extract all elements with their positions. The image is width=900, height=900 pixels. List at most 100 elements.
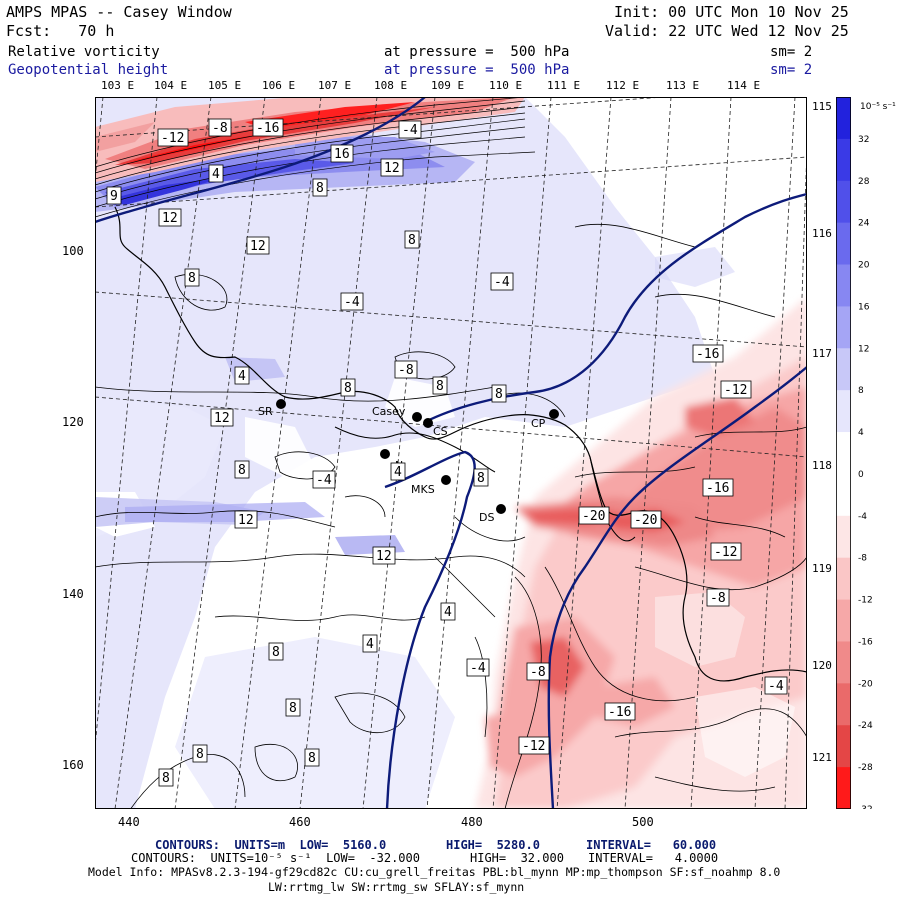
svg-text:16: 16: [334, 147, 350, 162]
svg-text:-8: -8: [530, 665, 546, 680]
station-marker: [423, 418, 433, 428]
svg-text:-20: -20: [582, 509, 605, 524]
x-tick-label: 480: [461, 815, 483, 829]
station-marker: [441, 475, 451, 485]
coastline-secondary: [334, 426, 496, 473]
lat-lon-grid: [95, 97, 807, 809]
lon-label: 104 E: [154, 79, 188, 92]
y-tick-label: 120: [62, 415, 84, 429]
contour-label: -8: [706, 588, 730, 607]
vorticity-map: SR Casey CS CP N MKS DS -12-8-16-4161248…: [95, 97, 807, 809]
contour-label: -12: [710, 542, 742, 561]
colorbar-swatch: [836, 264, 851, 307]
contour-label: 8: [432, 376, 448, 395]
colorbar-swatch: [836, 515, 851, 559]
svg-text:-16: -16: [256, 121, 279, 136]
contour-label: 9: [106, 186, 122, 205]
svg-text:4: 4: [394, 465, 402, 480]
lon-label: 109 E: [431, 79, 465, 92]
contour-label: 8: [184, 268, 200, 287]
colorbar-label: 4: [858, 428, 864, 438]
contour-label: 8: [473, 468, 489, 487]
svg-text:4: 4: [238, 369, 246, 384]
contour-label: 12: [210, 408, 234, 427]
station-marker: [276, 399, 286, 409]
colorbar-label: -12: [858, 596, 873, 606]
y-tick-label: 140: [62, 587, 84, 601]
vorticity-contour-high: HIGH= 32.000: [470, 851, 564, 865]
station-label: MKS: [411, 483, 435, 496]
contour-label: 4: [440, 602, 456, 621]
contour-label: 16: [330, 144, 354, 163]
svg-text:4: 4: [444, 605, 452, 620]
station-marker: [549, 409, 559, 419]
colorbar-label: -20: [858, 679, 873, 689]
vorticity-contours: [95, 223, 807, 809]
contour-label: -16: [702, 478, 734, 497]
svg-text:8: 8: [477, 471, 485, 486]
contour-label: 12: [234, 510, 258, 529]
svg-text:-16: -16: [706, 481, 729, 496]
station-label: CS: [433, 425, 448, 438]
colorbar-swatch: [836, 432, 851, 475]
x-tick-label: 500: [632, 815, 654, 829]
colorbar-label: -24: [858, 721, 873, 731]
svg-text:9: 9: [110, 189, 118, 204]
colorbar-label: 0: [858, 470, 864, 480]
colorbar-label: -4: [858, 512, 867, 522]
contour-label: -4: [466, 658, 490, 677]
contour-label: -4: [312, 470, 336, 489]
colorbar-swatch: [836, 180, 851, 224]
height-contour-high: HIGH= 5280.0: [446, 838, 540, 852]
lon-label: 113 E: [666, 79, 700, 92]
colorbar-label: 20: [858, 261, 870, 271]
station-marker: [412, 412, 422, 422]
colorbar-label: 16: [858, 302, 870, 312]
svg-text:-12: -12: [714, 545, 737, 560]
height-contour-info: CONTOURS: UNITS=m LOW= 5160.0: [155, 838, 387, 852]
contour-label: -4: [764, 676, 788, 695]
svg-text:12: 12: [162, 211, 178, 226]
colorbar-swatch: [836, 390, 851, 433]
svg-text:8: 8: [344, 381, 352, 396]
svg-text:8: 8: [308, 751, 316, 766]
contour-label: 8: [491, 384, 507, 403]
svg-text:-4: -4: [402, 123, 418, 138]
colorbar-swatch: [836, 473, 851, 517]
contour-label: -12: [518, 736, 550, 755]
contour-label: 8: [192, 744, 208, 763]
contour-label: -20: [630, 510, 662, 529]
contour-label: -8: [208, 118, 232, 137]
model-info: Model Info: MPASv8.2.3-194-gf29cd82c CU:…: [88, 865, 781, 879]
svg-text:-16: -16: [608, 705, 631, 720]
colorbar-label: 24: [858, 219, 870, 229]
svg-text:8: 8: [196, 747, 204, 762]
contour-label: 4: [208, 164, 224, 183]
svg-text:8: 8: [238, 463, 246, 478]
x-tick-label: 440: [118, 815, 140, 829]
contour-label: 8: [304, 748, 320, 767]
svg-text:-8: -8: [710, 591, 726, 606]
field1-level: at pressure = 500 hPa: [384, 44, 570, 60]
contour-label: 8: [404, 230, 420, 249]
colorbar-swatch: [836, 348, 851, 391]
contour-label: -16: [604, 702, 636, 721]
svg-text:-12: -12: [161, 131, 184, 146]
colorbar-label: 32: [858, 135, 869, 145]
colorbar-swatch: [836, 222, 851, 266]
colorbar-unit: 10⁻⁵ s⁻¹: [860, 102, 896, 112]
valid-time: Valid: 22 UTC Wed 12 Nov 25: [605, 22, 849, 40]
contour-label: 8: [158, 768, 174, 787]
svg-text:12: 12: [384, 161, 400, 176]
contour-label: -16: [692, 344, 724, 363]
svg-text:8: 8: [408, 233, 416, 248]
coastline: [114, 206, 807, 682]
contour-label: 8: [268, 642, 284, 661]
contour-label: -4: [340, 292, 364, 311]
svg-text:8: 8: [289, 701, 297, 716]
contour-label: -8: [526, 662, 550, 681]
contour-label: 12: [246, 236, 270, 255]
svg-text:8: 8: [162, 771, 170, 786]
colorbar-label: 12: [858, 344, 869, 354]
station-label: CP: [531, 417, 546, 430]
